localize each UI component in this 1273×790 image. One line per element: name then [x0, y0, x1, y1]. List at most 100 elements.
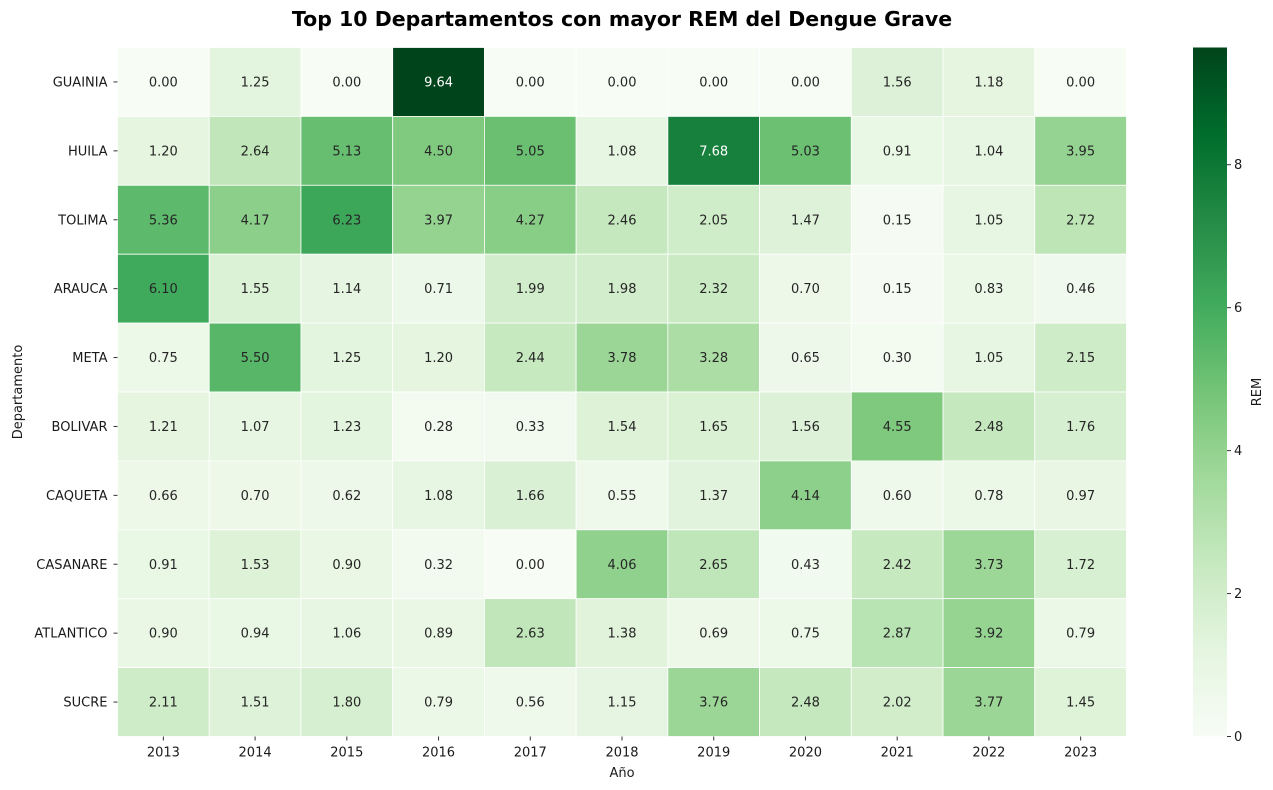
cell-value-label: 1.72	[1066, 558, 1095, 573]
cell-value-label: 1.20	[149, 144, 178, 159]
cell-value-label: 0.62	[332, 489, 361, 504]
x-tick-label: 2022	[972, 746, 1005, 761]
cell-value-label: 4.27	[516, 213, 545, 228]
x-tick-label: 2014	[239, 746, 272, 761]
cell-value-label: 1.23	[332, 420, 361, 435]
cell-value-label: 0.94	[241, 627, 270, 642]
x-tick-label: 2017	[514, 746, 547, 761]
cell-value-label: 1.07	[241, 420, 270, 435]
cell-value-label: 4.50	[424, 144, 453, 159]
cell-value-label: 3.97	[424, 213, 453, 228]
x-tick-label: 2019	[697, 746, 730, 761]
cell-value-label: 2.02	[883, 696, 912, 711]
cell-value-label: 3.77	[974, 696, 1003, 711]
cell-value-label: 2.87	[883, 627, 912, 642]
cell-value-label: 2.48	[791, 696, 820, 711]
cell-value-label: 0.65	[791, 351, 820, 366]
cell-value-label: 1.14	[332, 282, 361, 297]
colorbar-tick-label: 8	[1234, 158, 1242, 173]
y-axis-label: Departamento	[11, 345, 26, 440]
cell-value-label: 7.68	[699, 144, 728, 159]
cell-value-label: 1.65	[699, 420, 728, 435]
cell-value-label: 0.15	[883, 282, 912, 297]
cell-value-label: 1.25	[241, 75, 270, 90]
cell-value-label: 0.83	[974, 282, 1003, 297]
cell-value-label: 0.89	[424, 627, 453, 642]
cell-value-label: 0.00	[699, 75, 728, 90]
cell-value-label: 1.51	[241, 696, 270, 711]
cell-value-label: 0.00	[1066, 75, 1095, 90]
x-tick-label: 2021	[881, 746, 914, 761]
x-tick-label: 2023	[1064, 746, 1097, 761]
cell-value-label: 4.14	[791, 489, 820, 504]
cell-value-label: 0.79	[1066, 627, 1095, 642]
cell-value-label: 0.00	[608, 75, 637, 90]
cell-value-label: 0.70	[241, 489, 270, 504]
cell-value-label: 2.11	[149, 696, 178, 711]
cell-value-label: 0.60	[883, 489, 912, 504]
cell-value-label: 1.47	[791, 213, 820, 228]
y-tick-label: CASANARE	[36, 558, 107, 573]
cell-value-label: 0.33	[516, 420, 545, 435]
cell-value-label: 2.64	[241, 144, 270, 159]
cell-value-label: 5.13	[332, 144, 361, 159]
cell-value-label: 5.50	[241, 351, 270, 366]
cell-value-label: 0.70	[791, 282, 820, 297]
cell-value-label: 0.71	[424, 282, 453, 297]
cell-value-label: 0.66	[149, 489, 178, 504]
cell-value-label: 1.55	[241, 282, 270, 297]
cell-value-label: 1.18	[974, 75, 1003, 90]
y-tick-label: TOLIMA	[57, 213, 107, 228]
cell-value-label: 2.15	[1066, 351, 1095, 366]
cell-value-label: 9.64	[424, 75, 453, 90]
cell-value-label: 0.91	[883, 144, 912, 159]
x-tick-label: 2013	[147, 746, 180, 761]
cell-value-label: 0.90	[149, 627, 178, 642]
y-axis-ticks: GUAINIA HUILA TOLIMA ARAUCA META BOLIVAR CAQUE…	[34, 75, 117, 710]
colorbar-label: REM	[1250, 378, 1265, 406]
cell-value-label: 1.53	[241, 558, 270, 573]
cell-value-label: 4.06	[608, 558, 637, 573]
cell-value-label: 1.08	[608, 144, 637, 159]
cell-value-label: 1.04	[974, 144, 1003, 159]
colorbar-tick-label: 6	[1234, 301, 1242, 316]
cell-value-label: 0.90	[332, 558, 361, 573]
cell-value-label: 2.42	[883, 558, 912, 573]
y-tick-label: SUCRE	[63, 696, 107, 711]
colorbar-tick-label: 0	[1234, 730, 1242, 745]
x-tick-label: 2018	[605, 746, 638, 761]
colorbar: 0 2 4 6 8	[1193, 48, 1242, 746]
cell-value-label: 0.32	[424, 558, 453, 573]
x-axis-ticks: 2013 2014 2015 2016 2017 2018 2019 2020 2021 2022…	[147, 737, 1097, 761]
cell-value-label: 3.78	[608, 351, 637, 366]
cell-value-label: 0.46	[1066, 282, 1095, 297]
y-tick-label: HUILA	[68, 144, 108, 159]
cell-value-label: 1.05	[974, 351, 1003, 366]
heatmap-cells: 0.00 1.25 0.00 9.64 0.00 0.00 0.00 0.00 1.56 1.18…	[118, 48, 1127, 737]
cell-value-label: 2.05	[699, 213, 728, 228]
cell-value-label: 3.92	[974, 627, 1003, 642]
cell-value-label: 0.75	[149, 351, 178, 366]
cell-value-label: 0.79	[424, 696, 453, 711]
y-tick-label: BOLIVAR	[52, 420, 108, 435]
cell-value-label: 0.30	[883, 351, 912, 366]
cell-value-label: 1.56	[883, 75, 912, 90]
colorbar-tick-label: 4	[1234, 444, 1242, 459]
cell-value-label: 0.43	[791, 558, 820, 573]
cell-value-label: 1.06	[332, 627, 361, 642]
cell-value-label: 1.98	[608, 282, 637, 297]
cell-value-label: 4.55	[883, 420, 912, 435]
cell-value-label: 1.15	[608, 696, 637, 711]
x-tick-label: 2020	[789, 746, 822, 761]
colorbar-tick-label: 2	[1234, 587, 1242, 602]
cell-value-label: 2.48	[974, 420, 1003, 435]
y-tick-label: META	[72, 351, 107, 366]
cell-value-label: 1.54	[608, 420, 637, 435]
chart-title: Top 10 Departamentos con mayor REM del D…	[292, 7, 952, 31]
cell-value-label: 0.00	[791, 75, 820, 90]
cell-value-label: 3.28	[699, 351, 728, 366]
cell-value-label: 1.21	[149, 420, 178, 435]
cell-value-label: 0.28	[424, 420, 453, 435]
cell-value-label: 0.00	[516, 75, 545, 90]
cell-value-label: 0.56	[516, 696, 545, 711]
